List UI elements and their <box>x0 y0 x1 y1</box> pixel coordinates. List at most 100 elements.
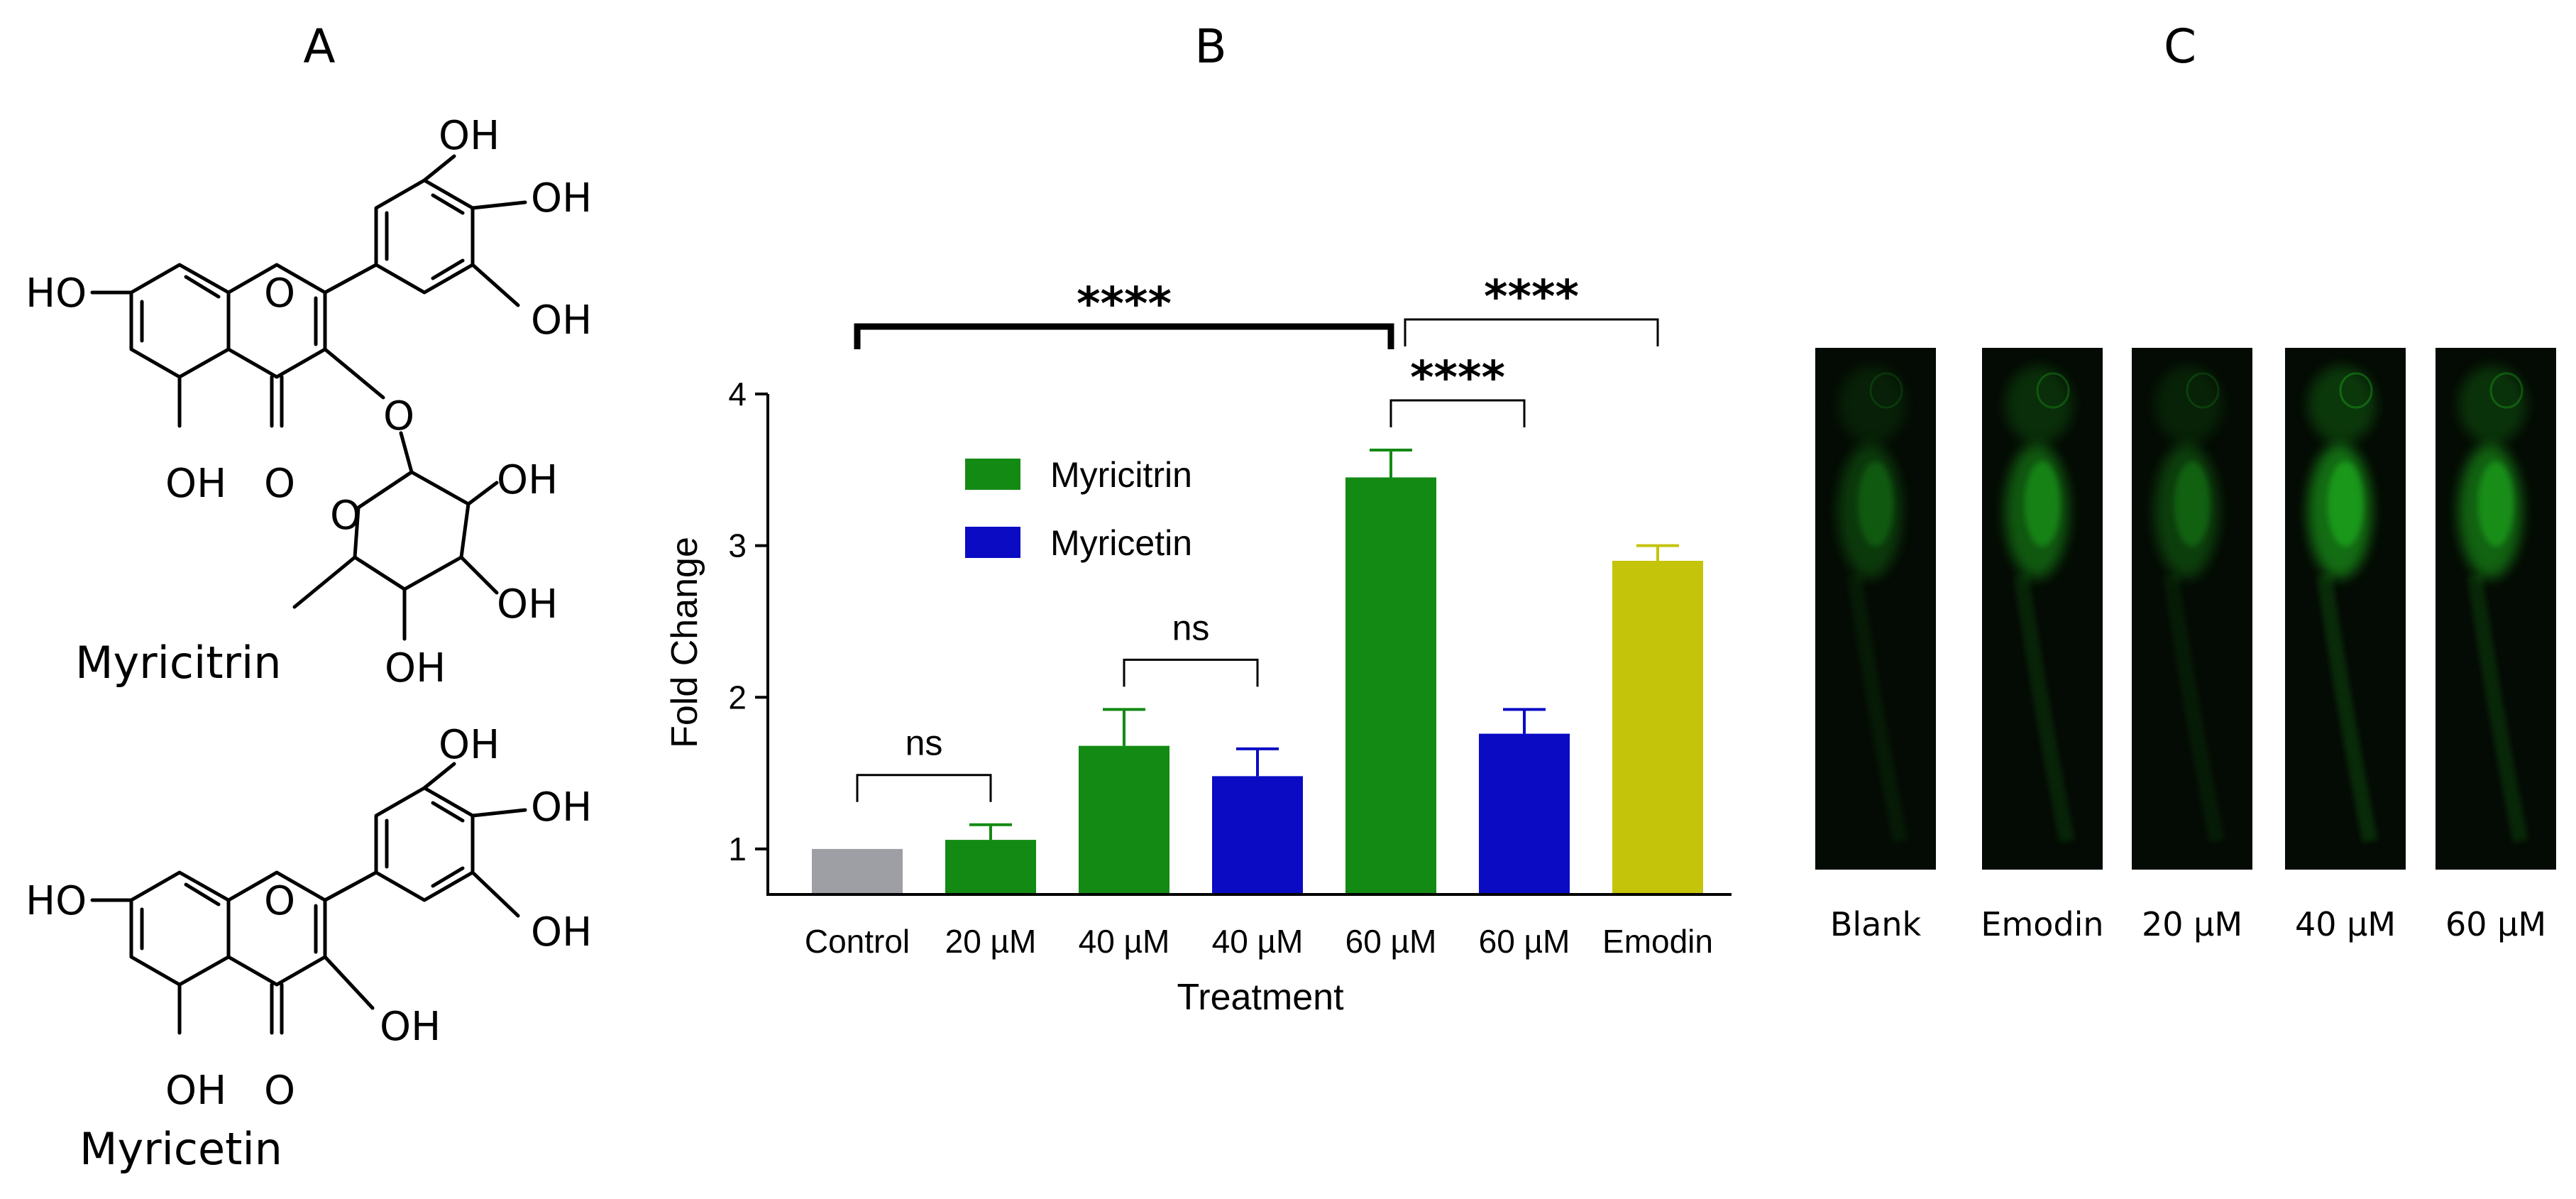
axis-lines <box>766 394 1732 896</box>
myricetin-label-oh-right: OH <box>531 784 592 831</box>
myricitrin-label-oh-lower: OH <box>531 297 592 344</box>
legend-swatch-0 <box>965 459 1020 490</box>
fish-head <box>1838 366 1906 444</box>
sugar-ring <box>353 470 470 591</box>
fish-head <box>2005 366 2073 444</box>
bar-1 <box>945 840 1036 894</box>
ring-a <box>129 263 231 379</box>
panel-letter-b: B <box>1194 19 1226 74</box>
significance-label-2: **** <box>1410 352 1505 405</box>
fish-head <box>2154 366 2223 444</box>
y-tick-label-0: 1 <box>728 831 747 867</box>
x-tick-label-3: 40 µM <box>1212 923 1304 960</box>
ring-c2 <box>226 870 327 987</box>
myricitrin-label-ho: HO <box>26 270 87 317</box>
fish-label-1: Emodin <box>1981 905 2103 943</box>
significance-bracket-2 <box>1389 399 1526 428</box>
fish-image-2 <box>2132 348 2252 870</box>
significance-label-4: **** <box>1077 278 1172 331</box>
significance-bracket-3 <box>1404 318 1659 346</box>
fish-image-4 <box>2435 348 2556 870</box>
fish-tail <box>1846 574 1908 843</box>
x-tick-label-2: 40 µM <box>1079 923 1170 960</box>
myricitrin-structure <box>90 154 527 641</box>
bar-0 <box>812 848 903 894</box>
x-axis-title: Treatment <box>1177 977 1344 1018</box>
myricitrin-label-oh-sugar3: OH <box>385 645 446 691</box>
bar-3 <box>1212 776 1303 894</box>
fluorescence-panel: Blank Emodin 20 µM 40 µM 60 µM <box>1815 348 2556 943</box>
myricetin-label-oh-lower: OH <box>531 909 592 956</box>
myricitrin-label-carbonyl: O <box>264 461 295 507</box>
fish-label-2: 20 µM <box>2142 905 2242 943</box>
myricetin-label-carbonyl: O <box>264 1068 295 1114</box>
myricetin-label-oh-top: OH <box>439 722 500 768</box>
fish-image-3 <box>2285 348 2406 870</box>
panel-letter-c: C <box>2164 19 2196 74</box>
myricitrin-label-oh-sugar2: OH <box>497 581 558 628</box>
myricitrin-label-oh-sugar1: OH <box>497 457 558 503</box>
fish-liver-core <box>1858 461 1893 547</box>
significance-label-1: ns <box>1172 608 1210 647</box>
chart-y-ticks: 1 2 3 4 <box>728 376 768 867</box>
fish-image-1 <box>1982 348 2103 870</box>
significance-bracket-1 <box>1123 658 1259 687</box>
y-tick-label-3: 4 <box>728 376 747 412</box>
myricitrin-label-glycoside-o: O <box>383 393 414 439</box>
myricetin-structure <box>90 762 527 1035</box>
fish-tail <box>2013 574 2075 843</box>
fish-image-0 <box>1815 348 1936 870</box>
myricetin-label-ho: HO <box>26 878 87 924</box>
fish-head <box>2308 366 2376 444</box>
chemical-structures: HO OH OH OH O O OH O OH O OH OH Myricitr… <box>26 113 592 1175</box>
myricetin-label-ring-o: O <box>264 878 295 924</box>
fish-eye <box>2036 372 2070 409</box>
y-axis-title: Fold Change <box>664 537 705 748</box>
ring-a2 <box>129 870 231 987</box>
x-tick-label-6: Emodin <box>1602 923 1713 960</box>
fish-eye <box>2489 372 2523 409</box>
myricitrin-name: Myricitrin <box>75 637 282 689</box>
chart-error-bars <box>969 449 1679 841</box>
myricitrin-label-oh-a: OH <box>165 461 226 507</box>
x-tick-label-5: 60 µM <box>1479 923 1570 960</box>
myricitrin-label-sugar-o: O <box>330 493 361 539</box>
y-tick-label-2: 3 <box>728 527 747 564</box>
fish-liver-core <box>2025 461 2060 547</box>
chart-bars <box>812 477 1703 894</box>
fish-liver-core <box>2478 461 2514 547</box>
fish-liver-core <box>2174 461 2210 547</box>
fish-tail <box>2163 574 2225 843</box>
bar-chart: 1 2 3 4 Control 20 µM 40 µM 40 µM 60 µM 60 µM Emo… <box>664 271 1732 1018</box>
bar-4 <box>1345 477 1436 894</box>
chart-x-ticks: Control 20 µM 40 µM 40 µM 60 µM 60 µM Emodin <box>805 923 1713 960</box>
myricitrin-label-oh-top: OH <box>439 113 500 159</box>
significance-bracket-0 <box>856 774 992 802</box>
legend-label-1: Myricetin <box>1050 523 1192 563</box>
bar-6 <box>1612 561 1703 894</box>
ring-b <box>374 178 475 295</box>
y-tick-label-1: 2 <box>728 679 747 716</box>
myricetin-name: Myricetin <box>79 1123 282 1175</box>
chart-significance: ns ns **** **** **** <box>854 271 1659 802</box>
fish-eye <box>1869 372 1903 409</box>
panel-letter-a: A <box>303 19 335 74</box>
myricitrin-label-ring-o: O <box>264 270 295 317</box>
legend-swatch-1 <box>965 527 1020 558</box>
chart-legend: Myricitrin Myricetin <box>965 455 1192 563</box>
significance-label-0: ns <box>906 723 943 763</box>
x-tick-label-4: 60 µM <box>1345 923 1437 960</box>
myricetin-label-oh-3: OH <box>380 1004 441 1050</box>
significance-bracket-4 <box>854 323 1394 349</box>
bar-5 <box>1479 733 1570 894</box>
fish-eye <box>2186 372 2220 409</box>
x-tick-label-0: Control <box>805 923 910 960</box>
fish-tail <box>2316 574 2378 843</box>
fish-label-4: 60 µM <box>2445 905 2546 943</box>
chart-axes <box>766 394 1732 896</box>
myricetin-label-oh-a: OH <box>165 1068 226 1114</box>
fish-tail <box>2467 574 2528 843</box>
ring-b2 <box>374 786 475 902</box>
fish-eye <box>2339 372 2373 409</box>
